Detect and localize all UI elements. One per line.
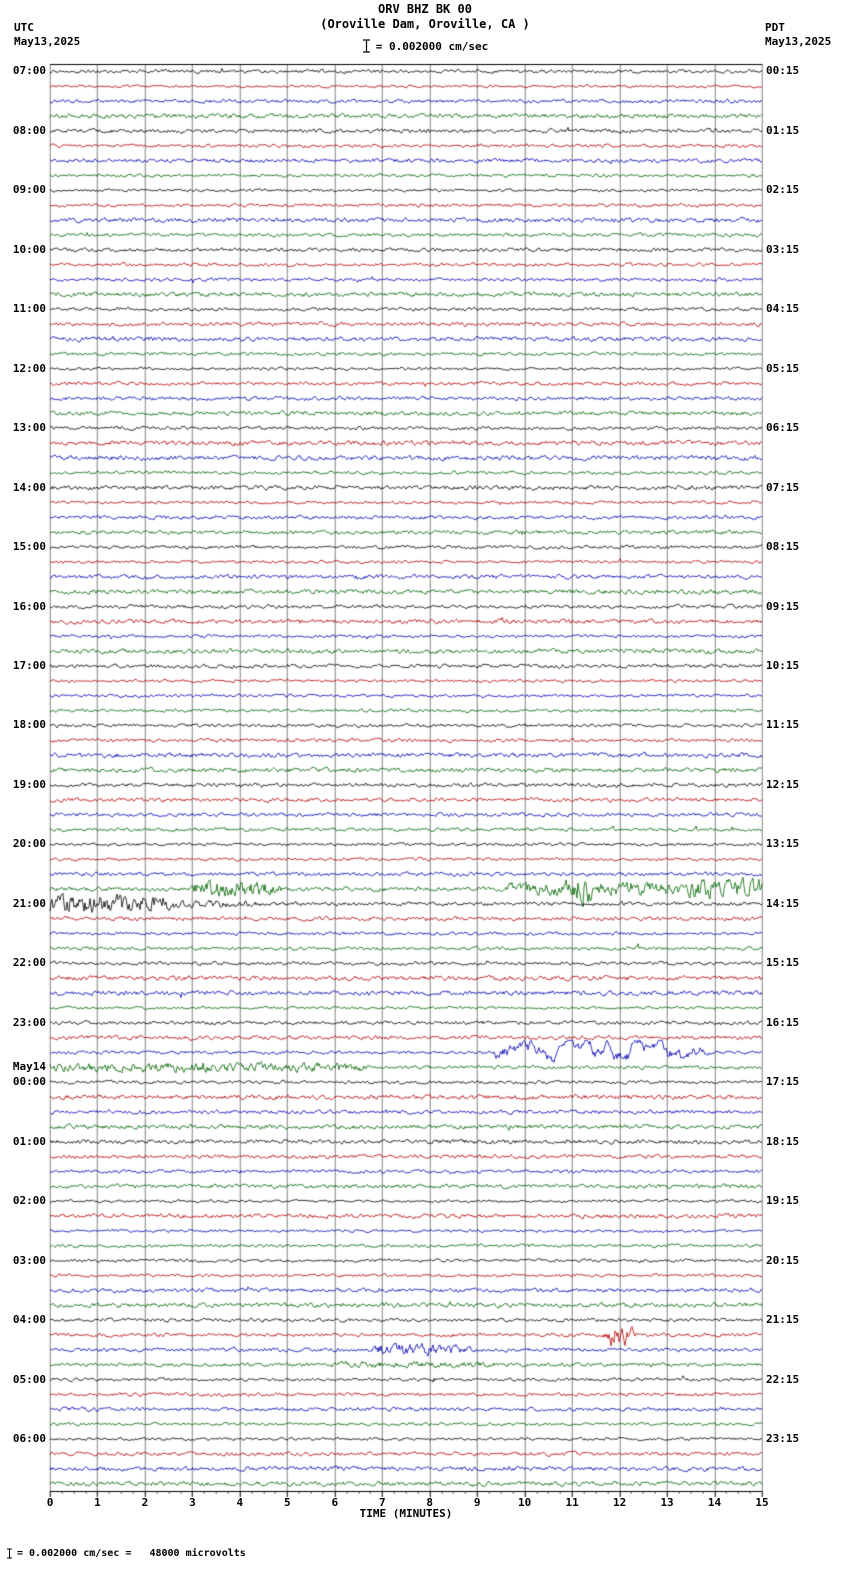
- utc-date-label: May13,2025: [14, 35, 81, 48]
- pdt-hour-label: 11:15: [766, 718, 800, 732]
- utc-hour-label: 00:00: [12, 1075, 46, 1089]
- x-tick-label: 10: [518, 1496, 532, 1509]
- utc-hour-label: 10:00: [12, 242, 46, 256]
- pdt-hour-label: 02:15: [766, 183, 800, 197]
- scale-bar-icon-small: [7, 1548, 12, 1559]
- pdt-hour-label: 06:15: [766, 421, 800, 435]
- utc-hour-label: 14:00: [12, 480, 46, 494]
- x-axis-title: TIME (MINUTES): [359, 1507, 453, 1520]
- utc-hour-label: 06:00: [12, 1431, 46, 1445]
- pdt-hour-label: 05:15: [766, 361, 800, 375]
- x-tick-label: 6: [331, 1496, 339, 1509]
- utc-hour-label: 23:00: [12, 1015, 46, 1029]
- x-tick-label: 5: [284, 1496, 291, 1509]
- x-tick-label: 15: [755, 1496, 769, 1509]
- pdt-hour-label: 08:15: [766, 540, 800, 554]
- utc-hour-label: 16:00: [12, 599, 46, 613]
- pdt-hour-label: 09:15: [766, 599, 800, 613]
- pdt-timezone-label: PDT: [765, 21, 785, 34]
- utc-hour-label: 21:00: [12, 896, 46, 910]
- scale-footnote-text: = 0.002000 cm/sec = 48000 microvolts: [17, 1548, 246, 1559]
- x-tick-label: 13: [660, 1496, 674, 1509]
- utc-hour-label: 01:00: [12, 1134, 46, 1148]
- x-tick-label: 9: [473, 1496, 481, 1509]
- pdt-hour-label: 16:15: [766, 1015, 800, 1029]
- utc-hour-label: 22:00: [12, 956, 46, 970]
- utc-hour-label: 20:00: [12, 837, 46, 851]
- x-tick-label: 7: [378, 1496, 386, 1509]
- x-tick-label: 3: [189, 1496, 196, 1509]
- pdt-hour-label: 12:15: [766, 777, 800, 791]
- pdt-date-label: May13,2025: [765, 35, 832, 48]
- utc-hour-label: 07:00: [12, 64, 46, 78]
- x-tick-label: 11: [565, 1496, 579, 1509]
- pdt-hour-label: 01:15: [766, 123, 800, 137]
- utc-hour-label: 12:00: [12, 361, 46, 375]
- utc-hour-label: 05:00: [12, 1372, 46, 1386]
- utc-hour-label: 17:00: [12, 659, 46, 673]
- x-tick-label: 14: [707, 1496, 722, 1509]
- pdt-hour-label: 23:15: [766, 1431, 800, 1445]
- pdt-hour-label: 15:15: [766, 956, 800, 970]
- utc-hour-label: 11:00: [12, 302, 46, 316]
- utc-timezone-label: UTC: [14, 21, 34, 34]
- pdt-hour-label: 10:15: [766, 659, 800, 673]
- pdt-hour-label: 19:15: [766, 1194, 800, 1208]
- pdt-hour-label: 04:15: [766, 302, 800, 316]
- pdt-hour-label: 22:15: [766, 1372, 800, 1386]
- x-tick-label: 0: [46, 1496, 54, 1509]
- scale-bar-icon: [362, 39, 370, 53]
- utc-hour-label: 04:00: [12, 1313, 46, 1327]
- x-tick-label: 1: [94, 1496, 101, 1509]
- utc-hour-label: 03:00: [12, 1253, 46, 1267]
- pdt-hour-label: 03:15: [766, 242, 800, 256]
- utc-hour-label: 13:00: [12, 421, 46, 435]
- x-tick-label: 8: [426, 1496, 434, 1509]
- scale-indicator: = 0.002000 cm/sec: [0, 39, 850, 53]
- utc-hour-label: 18:00: [12, 718, 46, 732]
- day-change-label: May14: [12, 1060, 46, 1074]
- utc-hour-label: 15:00: [12, 540, 46, 554]
- pdt-hour-label: 07:15: [766, 480, 800, 494]
- pdt-hour-label: 14:15: [766, 896, 800, 910]
- x-tick-label: 4: [236, 1496, 244, 1509]
- x-tick-label: 12: [612, 1496, 627, 1509]
- pdt-hour-label: 13:15: [766, 837, 800, 851]
- utc-hour-label: 19:00: [12, 777, 46, 791]
- x-tick-label: 2: [141, 1496, 149, 1509]
- pdt-hour-label: 20:15: [766, 1253, 800, 1267]
- pdt-hour-label: 17:15: [766, 1075, 800, 1089]
- station-title: ORV BHZ BK 00: [378, 2, 472, 16]
- scale-text: = 0.002000 cm/sec: [375, 39, 489, 53]
- utc-hour-label: 02:00: [12, 1194, 46, 1208]
- station-location: (Oroville Dam, Oroville, CA ): [320, 17, 530, 31]
- pdt-hour-label: 00:15: [766, 64, 800, 78]
- scale-footnote: = 0.002000 cm/sec = 48000 microvolts: [6, 1548, 246, 1559]
- utc-hour-label: 08:00: [12, 123, 46, 137]
- pdt-hour-label: 18:15: [766, 1134, 800, 1148]
- pdt-hour-label: 21:15: [766, 1313, 800, 1327]
- utc-hour-label: 09:00: [12, 183, 46, 197]
